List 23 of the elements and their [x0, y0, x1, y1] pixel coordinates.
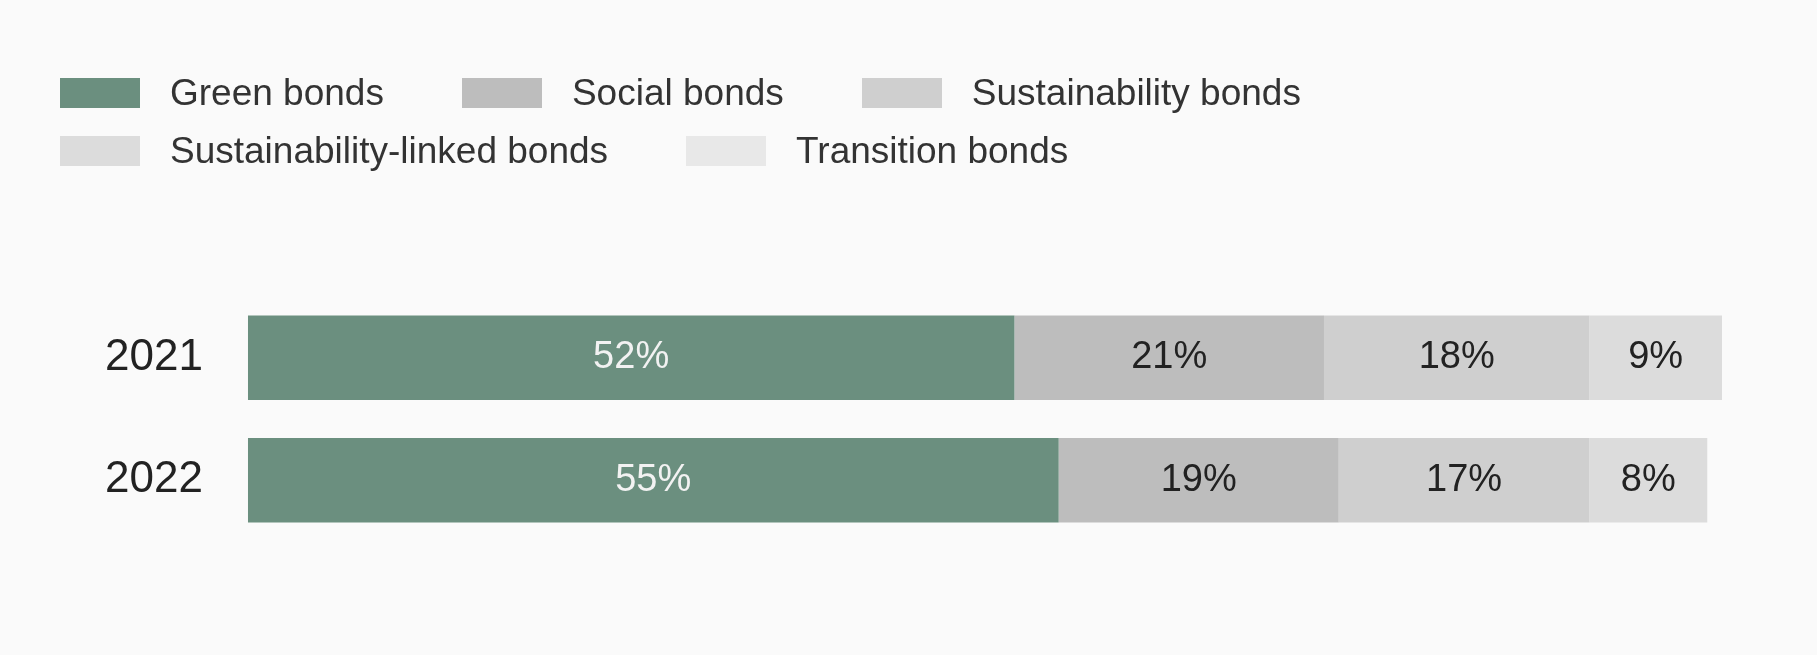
data-label: 52%: [593, 334, 670, 377]
data-label: 21%: [1131, 334, 1208, 377]
legend-label: Green bonds: [170, 72, 384, 114]
legend-label: Social bonds: [571, 72, 784, 114]
bar: [1323, 315, 1590, 400]
data-label: 18%: [1418, 334, 1495, 377]
bar: [247, 315, 1015, 400]
bar: [1589, 438, 1708, 523]
legend-label: Transition bonds: [796, 130, 1069, 172]
legend-label: Sustainability bonds: [971, 72, 1301, 114]
bar: [1589, 315, 1722, 400]
y-tick-label: 2022: [104, 452, 203, 502]
legend-label: Sustainability-linked bonds: [170, 130, 609, 172]
data-label: 8%: [1620, 456, 1676, 499]
bar: [247, 438, 1059, 523]
bar: [1014, 315, 1324, 400]
data-label: 17%: [1426, 456, 1503, 499]
data-label: 19%: [1160, 456, 1237, 499]
bar: [1058, 438, 1339, 523]
data-label: 55%: [615, 456, 692, 499]
bar: [1338, 438, 1590, 523]
data-label: 9%: [1628, 334, 1684, 377]
y-tick-label: 2021: [104, 329, 203, 379]
